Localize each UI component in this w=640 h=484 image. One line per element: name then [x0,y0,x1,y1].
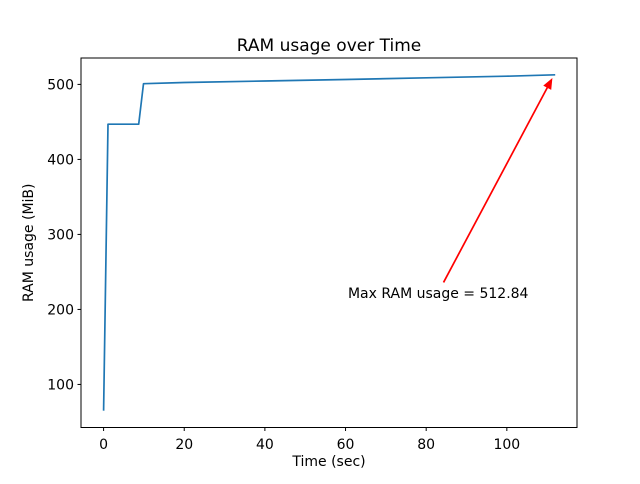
x-axis-label: Time (sec) [291,454,365,470]
y-tick-label: 300 [47,227,74,243]
data-series-group [102,73,556,411]
chart-title: RAM usage over Time [237,36,421,56]
y-tick-label: 200 [47,302,74,318]
plot-area [81,58,577,428]
x-tick-label: 20 [175,437,193,453]
annotation-text: Max RAM usage = 512.84 [348,286,529,302]
x-tick-label: 80 [417,437,435,453]
y-axis-ticks: 100 200 300 400 500 [47,77,81,393]
y-axis-label: RAM usage (MiB) [21,184,37,302]
annotation-arrow-shaft [442,83,551,283]
x-axis-ticks: 0 20 40 60 80 100 [99,427,520,453]
y-tick-label: 500 [47,77,74,93]
x-tick-label: 0 [99,437,108,453]
annotation-arrow [442,78,553,283]
axes-frame [80,57,578,428]
x-tick-label: 60 [337,437,355,453]
annotation-arrow-head [543,78,553,90]
x-tick-label: 100 [493,437,520,453]
y-tick-label: 100 [47,377,74,393]
ram-usage-line [102,73,556,411]
y-tick-label: 400 [47,152,74,168]
x-tick-label: 40 [256,437,274,453]
